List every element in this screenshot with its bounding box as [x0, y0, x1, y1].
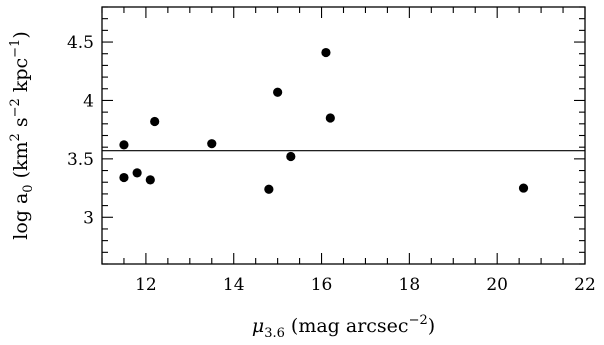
y-axis-label-sup-minus2: −2	[8, 98, 23, 117]
y-tick-label: 4.5	[67, 33, 94, 53]
data-point	[132, 168, 142, 178]
y-tick-label: 4	[83, 91, 94, 111]
data-point	[207, 139, 217, 149]
x-axis-label-subscript: 3.6	[264, 326, 285, 341]
x-tick-label: 18	[399, 275, 421, 295]
x-tick-label: 20	[486, 275, 508, 295]
x-tick-label: 14	[223, 275, 245, 295]
data-points	[119, 47, 529, 194]
x-tick-label: 16	[311, 275, 333, 295]
data-point	[119, 140, 129, 150]
data-point	[145, 175, 155, 185]
y-axis-label: log a0 (km2 s−2 kpc−1)	[8, 31, 36, 240]
axis-ticks	[101, 6, 586, 265]
data-point	[150, 116, 160, 127]
y-tick-label: 3.5	[67, 150, 94, 170]
y-axis-label-prefix: log a	[10, 193, 32, 240]
y-axis-label-sup-minus1: −1	[8, 39, 23, 58]
y-axis-label-km: (km	[10, 141, 32, 184]
x-axis-label: μ3.6 (mag arcsec−2)	[252, 313, 435, 341]
y-axis-label-sup-2: 2	[8, 133, 23, 141]
x-axis-label-close: )	[428, 315, 435, 337]
y-axis-label-close: )	[10, 31, 32, 38]
x-axis-label-superscript: −2	[409, 313, 428, 328]
y-axis-label-subscript: 0	[21, 184, 36, 192]
data-point	[325, 113, 335, 123]
data-point	[119, 172, 129, 183]
data-point	[321, 47, 331, 58]
tick-labels: 12 14 16 18 20 22 3 3.5 4 4.5	[67, 33, 596, 295]
data-point	[264, 184, 274, 194]
x-tick-label: 12	[135, 275, 157, 295]
y-tick-label: 3	[83, 208, 94, 228]
data-point	[273, 87, 283, 97]
x-axis-label-text: (mag arcsec	[285, 315, 409, 337]
x-axis-label-symbol: μ	[252, 315, 264, 337]
data-point	[286, 151, 296, 162]
y-axis-label-kpc: kpc	[10, 58, 32, 98]
data-point	[518, 183, 529, 193]
y-axis-label-s: s	[10, 117, 32, 133]
plot-frame	[101, 6, 586, 265]
x-tick-label: 22	[574, 275, 596, 295]
